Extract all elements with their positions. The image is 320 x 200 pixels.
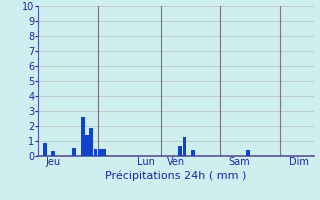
X-axis label: Précipitations 24h ( mm ): Précipitations 24h ( mm ) — [105, 170, 247, 181]
Bar — [94, 148, 98, 156]
Bar — [183, 137, 186, 156]
Bar — [178, 146, 182, 156]
Bar — [43, 142, 47, 156]
Bar — [89, 128, 93, 156]
Bar — [81, 117, 85, 156]
Bar — [102, 149, 106, 156]
Bar — [51, 151, 55, 156]
Bar — [246, 150, 250, 156]
Bar — [73, 148, 76, 156]
Bar — [191, 150, 195, 156]
Bar — [98, 149, 102, 156]
Bar — [85, 135, 89, 156]
